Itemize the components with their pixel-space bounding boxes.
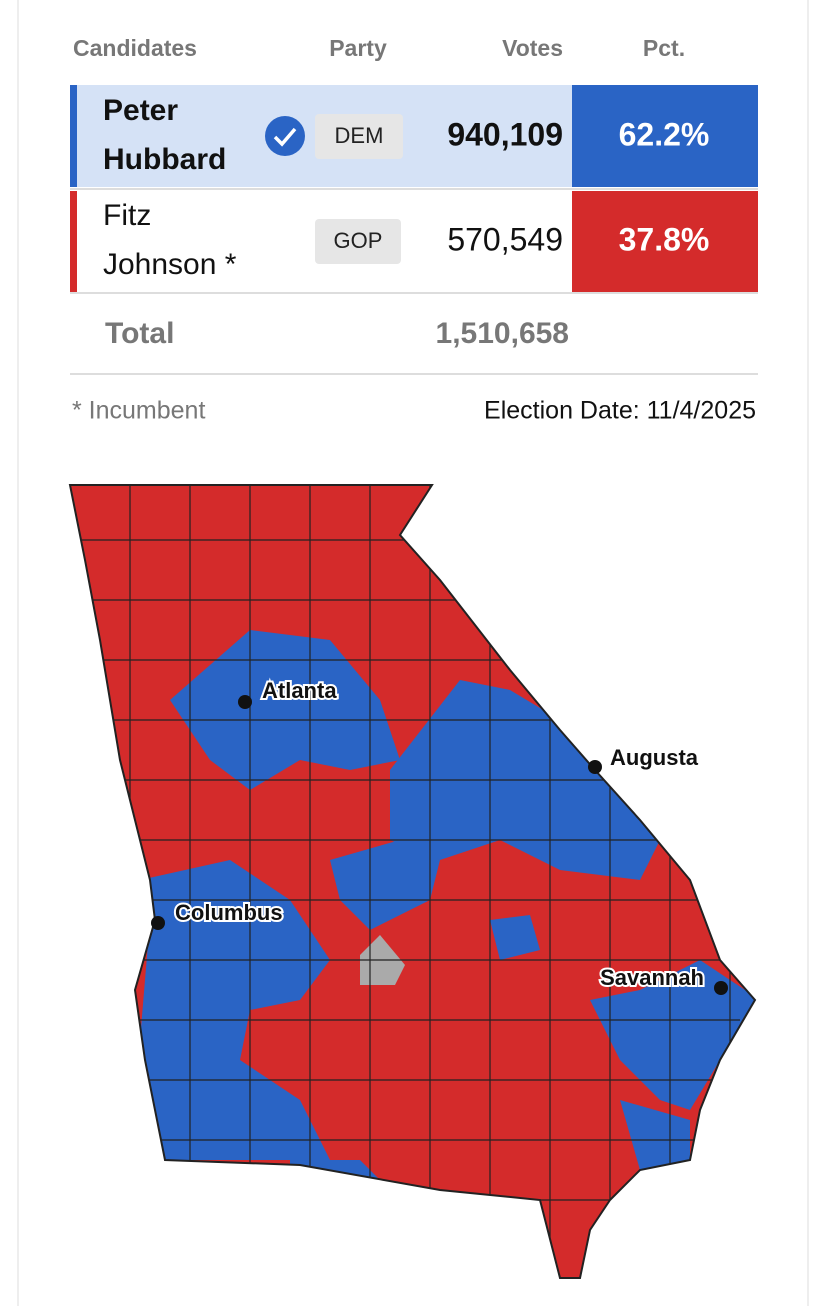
candidate-name: Johnson *: [103, 248, 237, 281]
total-votes: 1,510,658: [436, 317, 569, 350]
map: [70, 485, 755, 1278]
header-cell: Party: [329, 35, 387, 61]
pct: 37.8%: [619, 221, 710, 257]
candidate-name: Hubbard: [103, 143, 226, 176]
candidate-name: Fitz: [103, 199, 151, 232]
pct-cell: [572, 191, 758, 292]
total-label: Total: [105, 317, 174, 350]
pct-cell: [572, 85, 758, 187]
party-label: DEM: [335, 123, 384, 148]
footnote: * Incumbent: [72, 397, 205, 425]
city-label: Atlanta: [262, 678, 337, 703]
row-party-bar: [70, 191, 77, 292]
votes: 570,549: [447, 221, 563, 257]
winner-check: [265, 116, 305, 156]
check-mark: [273, 127, 297, 147]
city-dot: [714, 981, 728, 995]
party-badge: [315, 114, 403, 159]
party-label: GOP: [334, 228, 383, 253]
city-label: Columbus: [175, 900, 283, 925]
city-label: Augusta: [610, 745, 699, 770]
votes: 940,109: [447, 116, 563, 152]
party-badge: [315, 219, 401, 264]
header-cell: Pct.: [643, 35, 685, 61]
header-cell: Votes: [502, 35, 563, 61]
pct: 62.2%: [619, 116, 710, 152]
city-dot: [151, 916, 165, 930]
row-party-bar: [70, 85, 77, 187]
header-cell: Candidates: [73, 35, 197, 61]
election-date: Election Date: 11/4/2025: [484, 397, 756, 425]
city-label: Savannah: [600, 965, 704, 990]
city-dot: [588, 760, 602, 774]
city-dot: [238, 695, 252, 709]
candidate-name: Peter: [103, 94, 178, 127]
